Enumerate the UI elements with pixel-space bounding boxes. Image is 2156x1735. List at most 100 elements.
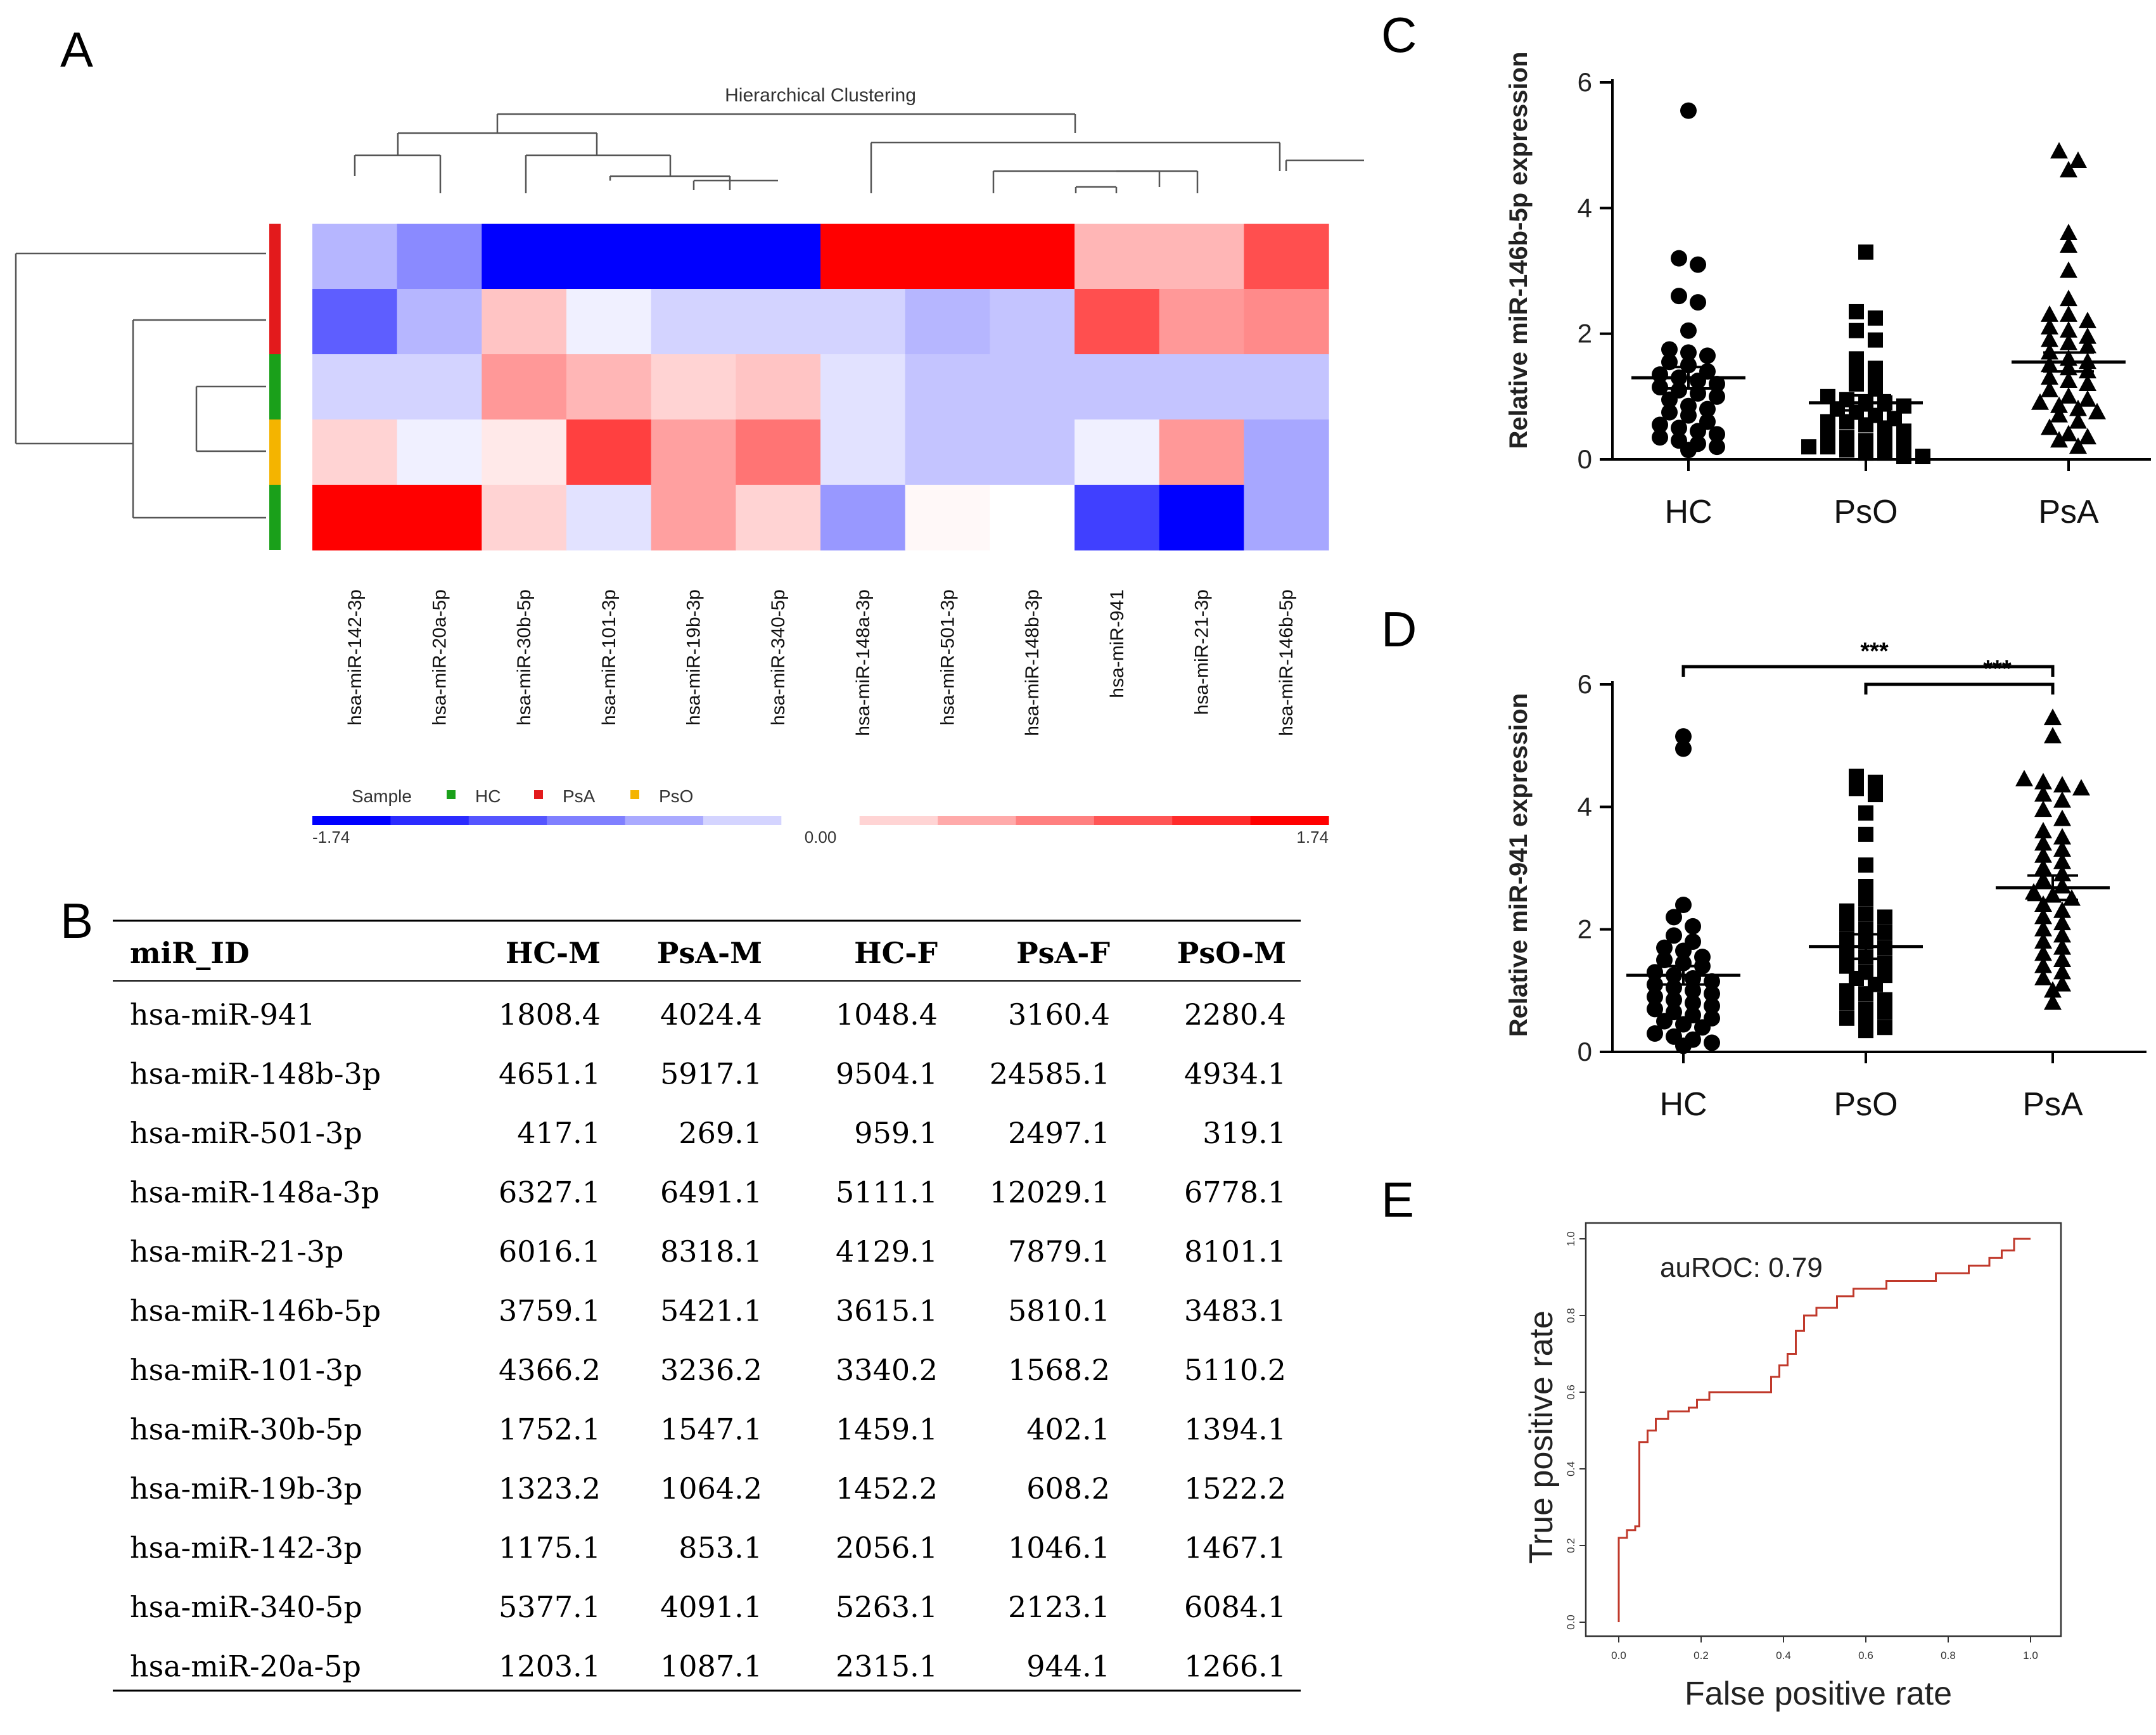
heatmap-cell [651,289,736,355]
heatmap-cell [1244,485,1329,551]
table-cell: 5917.1 [660,1057,762,1091]
data-point [2079,327,2096,344]
colorbar-segment [938,816,1017,825]
data-point [1839,1010,1854,1026]
data-point [1704,1034,1720,1051]
data-point [2025,883,2043,900]
table-header-cell: HC-F [854,936,938,970]
data-point [1877,1004,1892,1020]
sample-legend-title: Sample [352,786,412,806]
roc-x-tick-label: 0.6 [1858,1649,1873,1661]
data-point [1652,429,1668,446]
data-point [2034,785,2052,802]
table-cell: 12029.1 [990,1175,1110,1210]
x-tick-label: PsO [1834,1086,1898,1123]
y-tick-label: 6 [1578,67,1592,97]
heatmap-title: Hierarchical Clustering [725,85,916,106]
table-cell: 5421.1 [660,1294,762,1328]
heatmap-cell [482,224,567,290]
legend-hc-label: HC [475,786,501,806]
heatmap-cell [990,485,1075,551]
data-point [2088,402,2106,419]
data-point [1839,442,1854,458]
heatmap-column-label: hsa-miR-941 [1107,589,1128,698]
heatmap-cell [651,224,736,290]
data-point [2050,406,2068,423]
heatmap-cell [397,485,482,551]
heatmap-column-label: hsa-miR-20a-5p [430,589,450,726]
legend-psa-label: PsA [563,786,596,806]
table-row: hsa-miR-19b-3p 1323.2 1064.2 1452.2 608.2 152… [130,1471,1286,1506]
data-point [1858,891,1873,907]
heatmap-cell [566,485,652,551]
data-point [1661,341,1678,358]
scatter-146b-plot: 0 2 4 6 HC PsO PsA [1578,67,2151,530]
table-header-cell: miR_ID [130,936,250,970]
colorbar-segment [625,816,704,825]
colorbar-segment [1250,816,1329,825]
heatmap-cell [482,419,567,485]
table-row: hsa-miR-340-5p 5377.1 4091.1 5263.1 2123.1 60… [130,1590,1286,1624]
heatmap-cell [820,354,906,420]
data-point [2079,336,2096,354]
table-cell: hsa-miR-941 [130,997,316,1032]
data-point [2060,425,2077,442]
heatmap-cell [820,289,906,355]
heatmap-cell [1075,354,1160,420]
table-cell: 959.1 [854,1116,938,1150]
heatmap-cell [820,485,906,551]
table-cell: 3759.1 [499,1294,601,1328]
roc-xlabel: False positive rate [1685,1675,1952,1712]
heatmap-cell [482,289,567,355]
row-group-marker [269,289,281,354]
table-cell: 1452.2 [836,1471,938,1506]
table-cell: 2123.1 [1008,1590,1110,1624]
heatmap-cell [905,289,990,355]
data-point [1680,442,1697,459]
data-point [1675,728,1692,745]
data-point [1849,781,1864,797]
table-cell: 24585.1 [990,1057,1110,1091]
colorbar-max-label: 1.74 [1296,828,1329,847]
data-point [1675,897,1692,913]
y-tick-label: 2 [1578,319,1592,349]
x-tick-label: HC [1664,494,1712,530]
heatmap-column-label: hsa-miR-148a-3p [853,589,874,736]
table-row: hsa-miR-941 1808.4 4024.4 1048.4 3160.4 2280.… [130,997,1286,1032]
data-point [2034,871,2052,888]
heatmap-cell [1075,419,1160,485]
roc-x-tick-label: 0.4 [1776,1649,1791,1661]
data-point [1661,391,1678,408]
data-point [2079,390,2096,407]
data-point [1849,323,1864,338]
data-point [1690,256,1706,273]
y-tick-label: 0 [1578,444,1592,474]
significance-bracket [1681,665,2055,677]
heatmap-cell [397,419,482,485]
data-point [2050,142,2068,159]
data-point [2050,431,2068,448]
data-point [1699,400,1716,418]
legend-pso-label: PsO [659,786,693,806]
heatmap-cell [651,354,736,420]
data-point [2060,236,2077,253]
data-point [2072,779,2090,796]
table-cell: hsa-miR-19b-3p [130,1471,362,1506]
colorbar-segment [468,816,547,825]
data-point [1675,942,1692,959]
data-point [2060,321,2077,338]
heatmap-column-label: hsa-miR-142-3p [345,589,366,726]
row-group-colorbar [269,224,281,550]
data-point [2034,822,2052,838]
heatmap-cell [1159,289,1244,355]
roc-y-tick-label: 0.6 [1565,1385,1577,1400]
colorbar-segment [547,816,626,825]
data-point [1680,322,1697,339]
data-point [1877,925,1892,940]
data-point [2034,800,2052,817]
data-point [2034,944,2052,961]
data-point [2053,791,2071,808]
data-point [1647,989,1663,1005]
data-point [1868,787,1883,802]
heatmap-cells [312,224,1329,551]
